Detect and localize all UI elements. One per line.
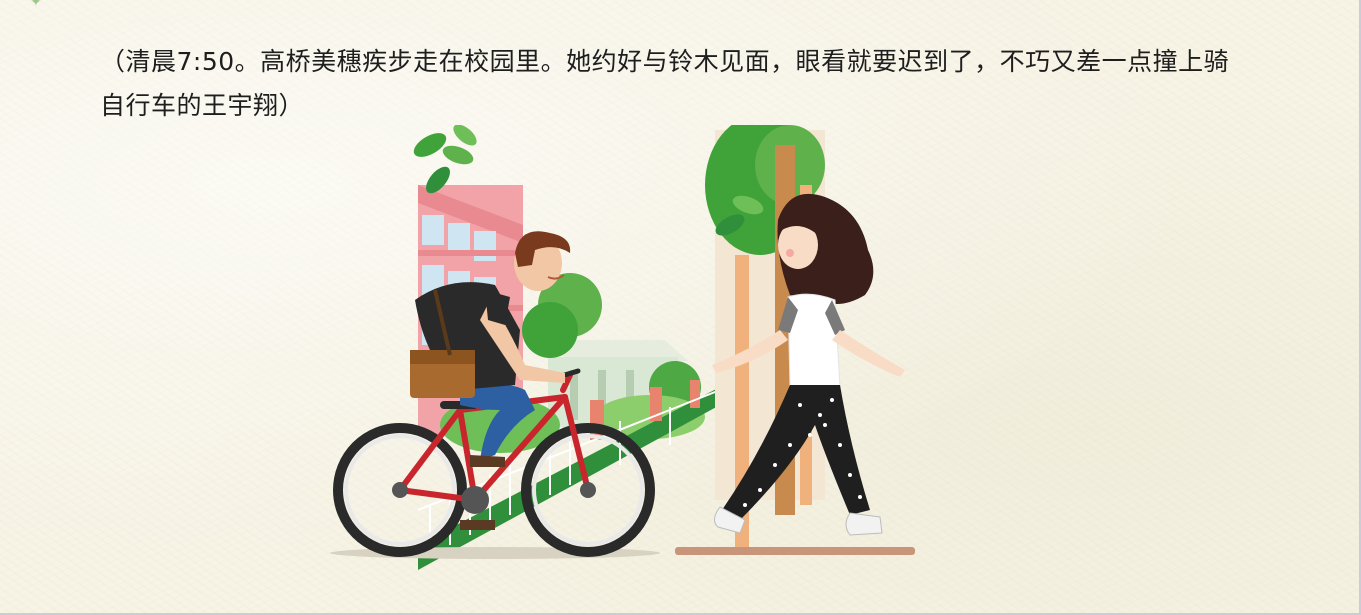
boy-cyclist [410, 231, 571, 530]
window-border-right [1359, 0, 1361, 615]
narration-text: （清晨7:50。高桥美穗疾步走在校园里。她约好与铃木见面，眼看就要迟到了，不巧又… [100, 47, 1230, 120]
window-border-bottom [0, 613, 1361, 615]
walkway [675, 547, 915, 555]
bicycle [333, 368, 655, 557]
star-icon: ✦ [30, 0, 42, 10]
scene-illustration [330, 125, 915, 570]
girl-walking [712, 193, 905, 536]
